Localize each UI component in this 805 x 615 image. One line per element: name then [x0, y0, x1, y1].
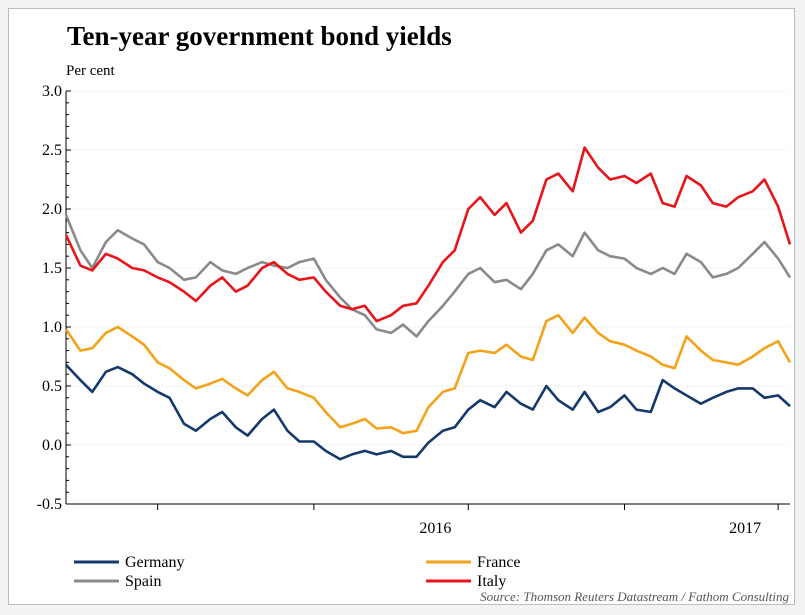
- series-line-spain: [64, 214, 792, 338]
- series-line-germany: [65, 363, 791, 461]
- chart-frame: Ten-year government bond yields Per cent…: [8, 8, 795, 605]
- source-note: Source: Thomson Reuters Datastream / Fat…: [480, 589, 789, 604]
- legend-item-germany: Germany: [74, 554, 185, 571]
- y-tick-label: 3.0: [42, 83, 62, 100]
- legend: Germany France Spain Italy: [74, 554, 521, 590]
- y-tick-label: 1.0: [42, 319, 62, 336]
- chart-svg: Ten-year government bond yields Per cent…: [37, 21, 792, 604]
- legend-label: Spain: [125, 573, 161, 590]
- legend-label: Germany: [125, 554, 185, 571]
- series-line-france: [64, 313, 792, 435]
- series-line-italy: [64, 146, 792, 323]
- x-tick-label: 2017: [729, 520, 761, 537]
- y-tick-label: 0.0: [42, 437, 62, 454]
- y-tick-label: -0.5: [37, 496, 62, 513]
- y-tick-label: 0.5: [42, 378, 62, 395]
- legend-label: France: [477, 554, 521, 571]
- series-lines: [64, 146, 792, 461]
- legend-item-spain: Spain: [74, 573, 161, 590]
- y-tick-label: 1.5: [42, 260, 62, 277]
- chart-title: Ten-year government bond yields: [67, 21, 452, 51]
- y-tick-labels: 3.0 2.5 2.0 1.5 1.0 0.5 0.0 -0.5: [37, 83, 62, 513]
- x-tick-label: 2016: [419, 520, 451, 537]
- legend-label: Italy: [477, 573, 506, 590]
- legend-item-italy: Italy: [426, 573, 506, 590]
- y-tick-label: 2.0: [42, 201, 62, 218]
- axes: [65, 91, 790, 510]
- legend-item-france: France: [426, 554, 521, 571]
- y-tick-label: 2.5: [42, 142, 62, 159]
- y-axis-unit-label: Per cent: [66, 63, 116, 79]
- x-tick-labels: 2016 2017: [419, 520, 761, 537]
